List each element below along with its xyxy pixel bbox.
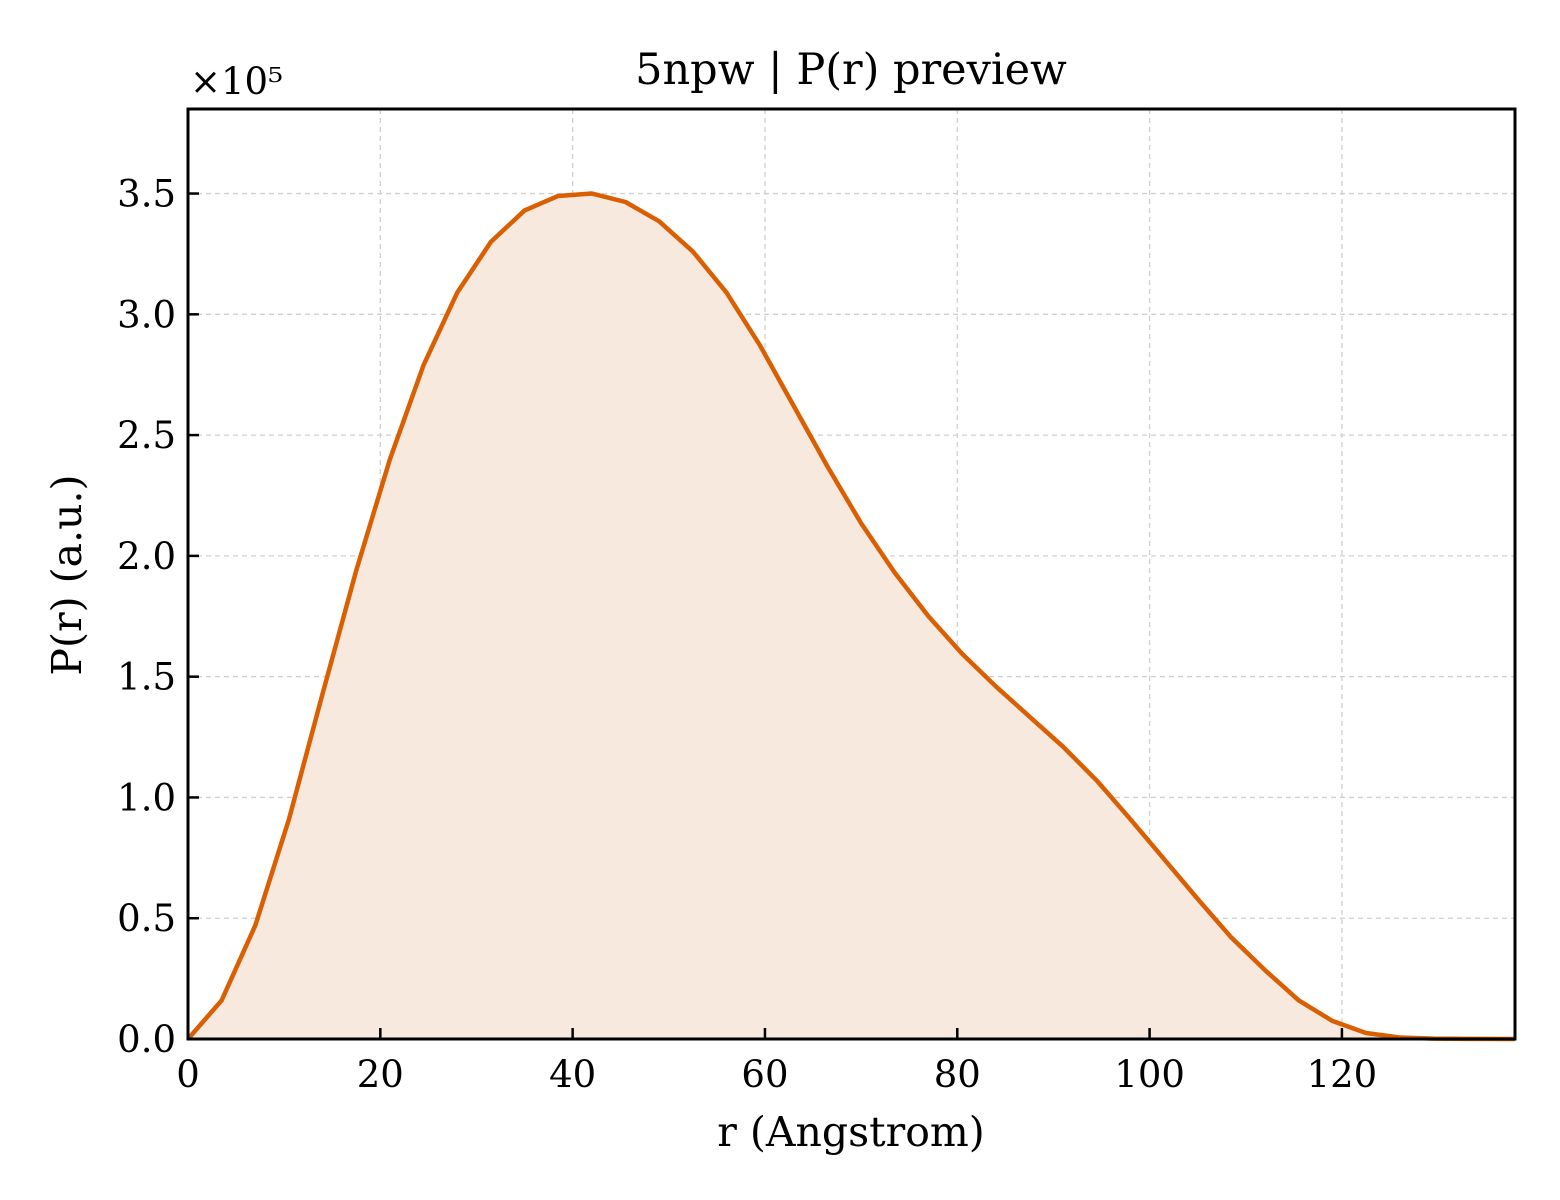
x-tick-label: 80 (934, 1053, 981, 1096)
x-tick-label: 100 (1114, 1053, 1185, 1096)
chart-title: 5npw | P(r) preview (635, 45, 1067, 95)
y-axis-multiplier: ×10⁵ (190, 60, 283, 103)
y-tick-label: 2.5 (117, 414, 176, 457)
x-tick-label: 60 (741, 1053, 788, 1096)
plot-area-frame (186, 107, 1517, 1041)
x-tick-label: 120 (1307, 1053, 1378, 1096)
y-tick-label: 1.5 (117, 656, 176, 699)
x-tick-label: 0 (176, 1053, 200, 1096)
y-tick-label: 1.0 (117, 776, 176, 819)
y-tick-label: 2.0 (117, 535, 176, 578)
y-tick-label: 0.0 (117, 1018, 176, 1061)
series-line (186, 191, 1516, 1042)
x-tick-label: 20 (357, 1053, 404, 1096)
y-tick-label: 3.0 (117, 293, 176, 336)
axis-ticks (186, 192, 1344, 1041)
x-tick-label: 40 (549, 1053, 596, 1096)
x-axis-label: r (Angstrom) (717, 1108, 985, 1156)
y-tick-label: 0.5 (117, 897, 176, 940)
tick-labels: 0 20 40 60 80 100 120 0.0 0.5 1.0 1.5 2.0 2.5 3.0 3.5 (117, 173, 1377, 1096)
series-area-fill (188, 193, 1515, 1040)
y-axis-label: P(r) (a.u.) (43, 474, 91, 675)
y-tick-label: 3.5 (117, 173, 176, 216)
